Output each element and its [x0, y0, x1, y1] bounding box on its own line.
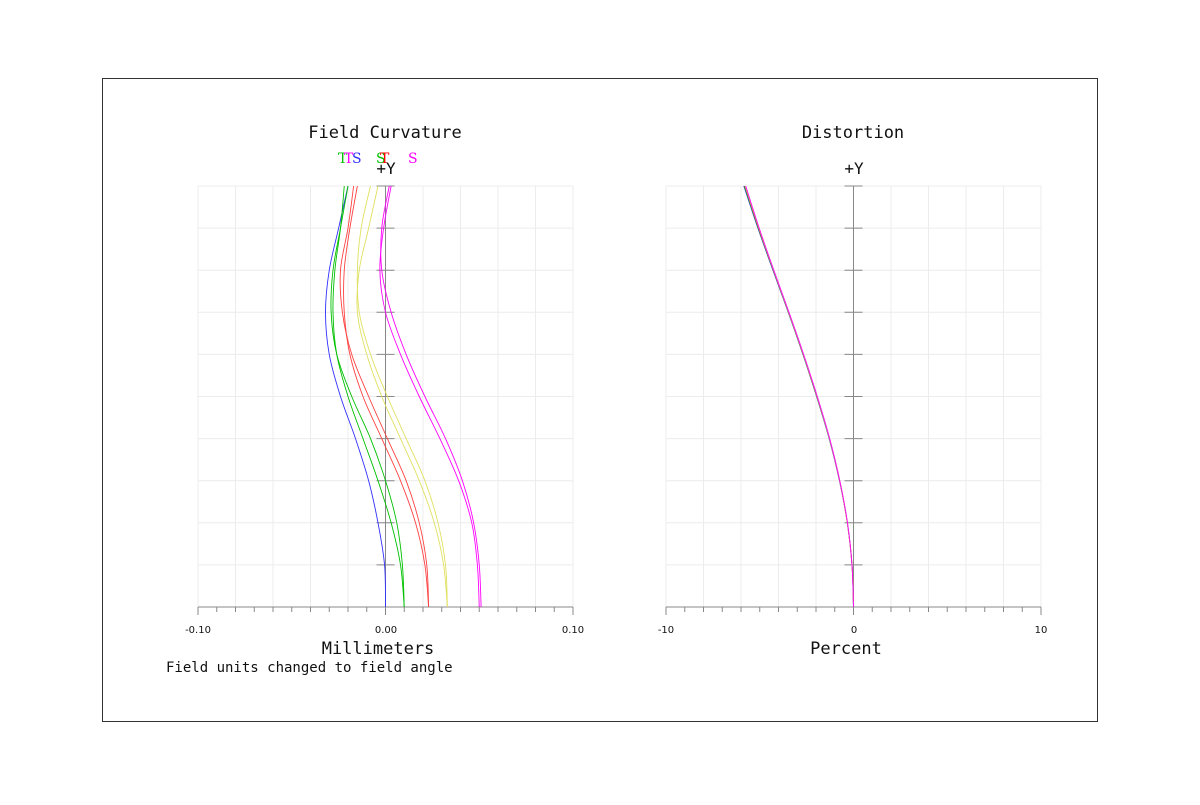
legend-label: T — [338, 151, 348, 167]
legend-label: S — [408, 151, 418, 167]
distortion-tick-max: 10 — [1035, 625, 1048, 636]
legend-label: S — [376, 151, 386, 167]
field-curvature-legend: TTS ST S — [338, 151, 418, 167]
field-curvature-xlabel: Millimeters — [322, 639, 435, 659]
distortion-curves — [743, 185, 854, 608]
field-curvature-tick-min: -0.10 — [185, 625, 211, 636]
curve-series-4 — [343, 185, 430, 608]
curve-series-5 — [356, 185, 448, 608]
field-curvature-curves — [325, 185, 482, 608]
distortion-xlabel: Percent — [810, 639, 882, 659]
field-curvature-axes — [197, 185, 574, 615]
distortion-tick-zero: 0 — [851, 625, 857, 636]
curve-series-0 — [325, 185, 386, 608]
field-curvature-panel: Field Curvature TTS ST S +Y -0.10 0.00 0.1… — [185, 123, 584, 659]
field-curvature-tick-zero: 0.00 — [375, 625, 397, 636]
legend-label: T — [344, 151, 354, 167]
distortion-panel: Distortion +Y -10 0 10 Percent — [658, 123, 1048, 659]
legend-label: S — [352, 151, 362, 167]
distortion-subtitle: +Y — [844, 159, 864, 178]
curve-series-1 — [330, 185, 405, 608]
field-curvature-subtitle: +Y — [376, 159, 396, 178]
curve-series-2 — [332, 185, 405, 608]
curve-series-6 — [356, 185, 448, 608]
curve-series-8 — [380, 185, 482, 608]
field-curvature-title: Field Curvature — [308, 123, 462, 143]
field-curvature-tick-max: 0.10 — [562, 625, 584, 636]
distortion-title: Distortion — [802, 123, 904, 143]
curve-series-7 — [379, 185, 480, 608]
curve-series-4 — [745, 185, 854, 608]
distortion-tick-min: -10 — [658, 625, 674, 636]
figure-frame — [102, 78, 1098, 722]
field-units-note: Field units changed to field angle — [166, 660, 453, 676]
legend-label: T — [380, 151, 390, 167]
curve-series-3 — [339, 185, 430, 608]
